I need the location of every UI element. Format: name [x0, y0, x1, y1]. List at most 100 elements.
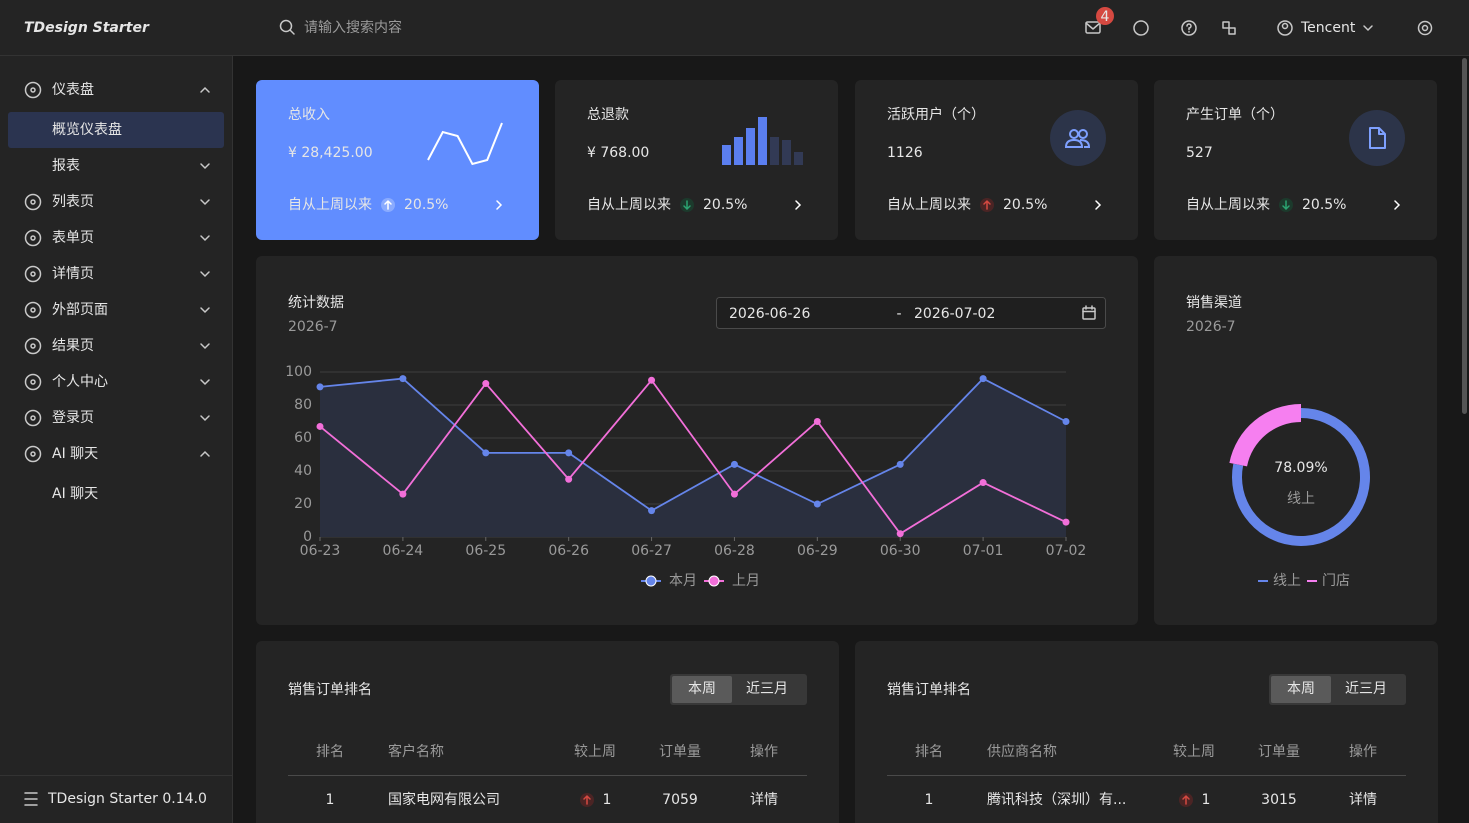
y-tick-label: 100: [285, 364, 312, 380]
panel-title: 统计数据: [288, 295, 344, 311]
menu-item[interactable]: 个人中心: [52, 374, 108, 390]
translate-icon[interactable]: [1222, 21, 1236, 35]
menu-item[interactable]: 仪表盘: [52, 81, 94, 98]
y-tick-label: 40: [294, 463, 312, 479]
y-tick-label: 20: [294, 496, 312, 512]
tab[interactable]: 近三月: [746, 681, 788, 697]
card-value: 527: [1186, 145, 1213, 161]
card-icon: [1064, 138, 1091, 148]
mail-icon[interactable]: [1085, 21, 1101, 34]
menu-item[interactable]: AI 聊天: [52, 446, 98, 462]
x-tick-label: 06-26: [548, 543, 589, 559]
menu-icon: [24, 301, 42, 319]
submenu-item[interactable]: 概览仪表盘: [52, 121, 122, 138]
card-title: 活跃用户（个）: [887, 106, 985, 123]
menu-icon-dot: [30, 199, 36, 205]
card-value: ¥ 768.00: [587, 145, 649, 161]
user-name[interactable]: Tencent: [1300, 20, 1356, 36]
trend-arrow: [583, 794, 591, 805]
panel-title: 销售订单排名: [887, 682, 971, 698]
card-value: ¥ 28,425.00: [288, 145, 373, 161]
mini-bar: [770, 137, 779, 165]
legend-label[interactable]: 本月: [669, 573, 697, 589]
calendar-icon-line: [1082, 305, 1096, 313]
legend-marker: [708, 575, 720, 587]
menu-active-bg: [8, 112, 224, 148]
chevron: [200, 235, 210, 242]
menu-item[interactable]: 外部页面: [52, 302, 108, 318]
settings-icon[interactable]: [1417, 20, 1433, 36]
scrollbar[interactable]: [1462, 58, 1467, 414]
panel: [1154, 256, 1437, 625]
card-trend: 20.5%: [1302, 197, 1346, 213]
point: [565, 449, 573, 457]
chevron: [200, 86, 210, 93]
menu-toggle-icon[interactable]: [24, 792, 38, 806]
card-icon-bg: [1050, 110, 1106, 166]
menu-item[interactable]: 登录页: [52, 410, 94, 426]
table-header: 较上周: [1173, 744, 1215, 760]
point: [648, 507, 656, 515]
card-icon: [1369, 127, 1386, 149]
panel-title: 销售渠道: [1186, 295, 1242, 311]
menu-item[interactable]: 列表页: [52, 194, 94, 210]
point: [813, 418, 821, 425]
menu-item[interactable]: 详情页: [52, 266, 94, 282]
card-trend: 20.5%: [404, 197, 448, 213]
point: [399, 490, 407, 498]
legend-label[interactable]: 上月: [732, 573, 760, 589]
card-icon-bg: [1349, 110, 1405, 166]
sparkline: [427, 122, 503, 166]
submenu-item[interactable]: 报表: [52, 158, 80, 174]
legend-label[interactable]: 线上: [1273, 573, 1301, 589]
table-link[interactable]: 详情: [750, 792, 778, 808]
user-icon[interactable]: [1277, 20, 1293, 36]
table-link[interactable]: 详情: [1349, 792, 1377, 808]
menu-icon-dot: [30, 415, 36, 421]
card-footer: 自从上周以来: [288, 197, 372, 213]
point: [482, 449, 490, 457]
card-link: [1394, 200, 1401, 210]
menu-icon-dot: [30, 271, 36, 277]
donut-segment[interactable]: [1229, 404, 1301, 467]
search-icon-handle: [289, 29, 295, 35]
help-icon[interactable]: [1181, 20, 1197, 36]
search-input[interactable]: 请输入搜索内容: [304, 19, 402, 36]
tab[interactable]: 本周: [688, 681, 716, 697]
y-tick-label: 80: [294, 397, 312, 413]
point: [316, 422, 324, 430]
menu-item[interactable]: 结果页: [52, 338, 94, 354]
tab[interactable]: 近三月: [1345, 681, 1387, 697]
settings-icon-core: [1421, 24, 1429, 32]
notification-badge: [1096, 7, 1114, 25]
donut-name: 线上: [1287, 491, 1315, 507]
github-icon[interactable]: [1133, 20, 1149, 36]
table-cell: 1: [925, 792, 934, 808]
date-start: 2026-06-26: [729, 306, 810, 322]
table-header: 订单量: [1258, 744, 1300, 760]
submenu-item[interactable]: AI 聊天: [52, 486, 98, 502]
mini-bar: [746, 128, 755, 165]
tab-active: [672, 676, 732, 703]
menu-item[interactable]: 表单页: [52, 230, 94, 246]
x-tick-label: 06-29: [797, 543, 838, 559]
legend-label[interactable]: 门店: [1322, 573, 1350, 589]
notification-count: 4: [1101, 9, 1110, 25]
user-icon-head: [1281, 22, 1289, 30]
tab[interactable]: 本周: [1287, 681, 1315, 697]
table-header: 操作: [1349, 744, 1377, 760]
point: [482, 380, 490, 388]
point: [1062, 518, 1070, 526]
card-icon: [1078, 129, 1088, 139]
calendar-icon: [1082, 307, 1096, 320]
sidebar-footer: TDesign Starter 0.14.0: [47, 791, 207, 807]
menu-icon-dot: [30, 343, 36, 349]
point: [896, 530, 904, 538]
date-range-picker[interactable]: [716, 297, 1106, 329]
table-trend: 1: [603, 792, 612, 808]
chevron: [1363, 25, 1373, 32]
menu-icon-dot: [30, 379, 36, 385]
card-title: 总收入: [288, 107, 330, 123]
